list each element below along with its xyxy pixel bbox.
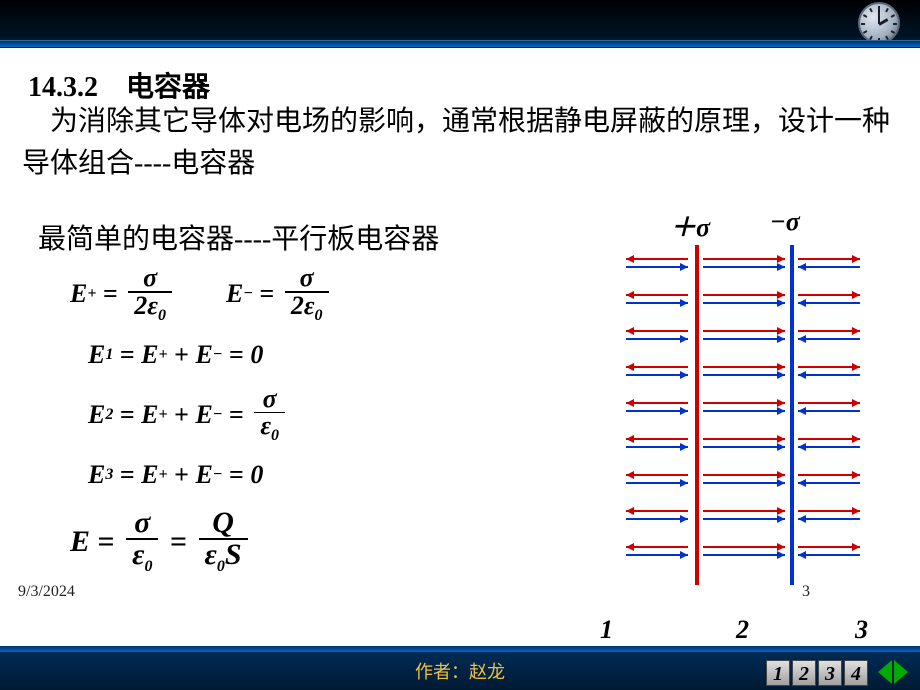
sym-E: E — [70, 279, 87, 309]
plus-sign: + — [174, 340, 189, 370]
plus-sign: + — [174, 400, 189, 430]
sub-line: 最简单的电容器----平行板电容器 — [38, 217, 439, 257]
eq-e2: E2 = E+ + E− = σ ε0 — [88, 386, 490, 445]
eq-sign: = — [229, 340, 244, 370]
sym-E: E — [88, 340, 105, 370]
section-title: 14.3.2 电容器 — [28, 65, 210, 105]
sub-plus: + — [159, 406, 168, 424]
eq-sign: = — [170, 525, 187, 559]
zero: 0 — [158, 307, 166, 324]
capacitor-diagram: ＋σ −σ 1 2 3 — [560, 205, 900, 645]
sub-minus: − — [243, 285, 253, 303]
page-number: 3 — [802, 583, 810, 601]
next-arrow-icon[interactable] — [894, 660, 914, 684]
region-3-label: 3 — [855, 615, 868, 645]
region-1-label: 1 — [600, 615, 613, 645]
zero: 0 — [271, 427, 279, 444]
eps: ε — [205, 538, 217, 571]
field-arrows — [560, 205, 900, 625]
region-2-label: 2 — [736, 615, 749, 645]
frac-Q-epsS: Q ε0S — [199, 508, 248, 575]
sub-plus: + — [159, 466, 168, 484]
sym-E: E — [88, 460, 105, 490]
sub-plus: + — [87, 285, 96, 303]
equations: E+ = σ 2ε0 E− = σ 2ε0 E1 = — [70, 265, 490, 591]
frac-sigma-eps: σ ε0 — [254, 386, 285, 445]
sub-3: 3 — [105, 466, 113, 484]
nav-1[interactable]: 1 — [766, 660, 790, 686]
clock-icon — [858, 2, 900, 44]
eq-sign: = — [98, 525, 115, 559]
eq-sign: = — [120, 340, 135, 370]
eq-sign: = — [120, 460, 135, 490]
frac-sigma-eps: σ ε0 — [126, 508, 158, 575]
sub-minus: − — [213, 466, 223, 484]
slide-content: 14.3.2 电容器 为消除其它导体对电场的影响，通常根据静电屏蔽的原理，设计一… — [0, 55, 920, 645]
sym-E: E — [70, 525, 90, 559]
prev-arrow-icon[interactable] — [872, 660, 892, 684]
eq-sign: = — [120, 400, 135, 430]
two-eps: 2ε — [291, 291, 315, 320]
sym-E: E — [195, 340, 212, 370]
footer-date: 9/3/2024 — [18, 583, 75, 601]
zero: 0 — [217, 558, 225, 575]
sigma: σ — [294, 265, 320, 291]
eq-sign: = — [229, 400, 244, 430]
zero-val: 0 — [250, 340, 263, 370]
sym-S: S — [225, 538, 242, 571]
paragraph-text: 为消除其它导体对电场的影响，通常根据静电屏蔽的原理，设计一种导体组合----电容… — [22, 106, 890, 179]
sub-minus: − — [213, 346, 223, 364]
bottom-bar: 作者：赵龙 1 2 3 4 — [0, 652, 920, 690]
nav-3[interactable]: 3 — [818, 660, 842, 686]
sigma: σ — [137, 265, 163, 291]
author-label: 作者：赵龙 — [415, 658, 505, 684]
sigma: σ — [257, 386, 283, 412]
sym-E: E — [141, 340, 158, 370]
sub-1: 1 — [105, 346, 113, 364]
top-rule — [0, 40, 920, 48]
eq-final: E = σ ε0 = Q ε0S — [70, 508, 490, 575]
sigma: σ — [128, 508, 156, 538]
zero: 0 — [144, 558, 152, 575]
nav-2[interactable]: 2 — [792, 660, 816, 686]
nav-numbers: 1 2 3 4 — [766, 660, 868, 686]
sym-E: E — [141, 460, 158, 490]
eq-sign: = — [260, 279, 275, 309]
eq-e3: E3 = E+ + E− = 0 — [88, 460, 490, 490]
two-eps: 2ε — [134, 291, 158, 320]
zero: 0 — [315, 307, 323, 324]
eps: ε — [260, 411, 271, 440]
sym-E: E — [88, 400, 105, 430]
sym-Q: Q — [206, 508, 240, 538]
eq-e1: E1 = E+ + E− = 0 — [88, 340, 490, 370]
eq-sign: = — [229, 460, 244, 490]
eq-sign: = — [103, 279, 118, 309]
sym-E: E — [195, 460, 212, 490]
sub-2: 2 — [105, 406, 113, 424]
eps: ε — [132, 538, 144, 571]
sub-minus: − — [213, 406, 223, 424]
frac-eplus: σ 2ε0 — [128, 265, 172, 324]
zero-val: 0 — [250, 460, 263, 490]
eq-row-eplus-eminus: E+ = σ 2ε0 E− = σ 2ε0 — [70, 265, 490, 324]
sub-plus: + — [159, 346, 168, 364]
nav-4[interactable]: 4 — [844, 660, 868, 686]
frac-eminus: σ 2ε0 — [285, 265, 329, 324]
section-number: 14.3.2 — [28, 72, 98, 103]
body-paragraph: 为消除其它导体对电场的影响，通常根据静电屏蔽的原理，设计一种导体组合----电容… — [22, 101, 902, 185]
sym-E: E — [195, 400, 212, 430]
sym-E: E — [226, 279, 243, 309]
section-name: 电容器 — [126, 72, 210, 103]
plus-sign: + — [174, 460, 189, 490]
sym-E: E — [141, 400, 158, 430]
